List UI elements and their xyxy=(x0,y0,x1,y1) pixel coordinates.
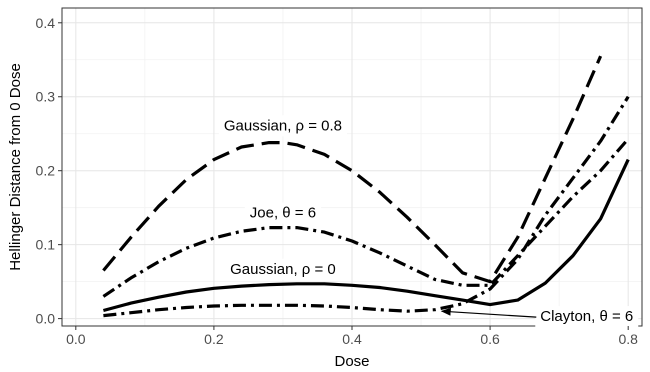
x-axis-title: Dose xyxy=(334,353,369,370)
series-group xyxy=(102,55,630,318)
annotation-4: Clayton, θ = 6 xyxy=(440,306,639,328)
annotation-2: Joe, θ = 6 xyxy=(244,202,322,224)
series-line-1 xyxy=(102,55,603,284)
y-tick-label: 0.2 xyxy=(36,163,56,179)
x-tick-label: 0.0 xyxy=(66,331,86,347)
y-tick-label: 0.0 xyxy=(36,311,56,327)
annotation-label-background xyxy=(218,115,348,137)
x-tick-label: 0.6 xyxy=(480,331,500,347)
annotation-label: Joe, θ = 6 xyxy=(250,205,316,222)
y-tick-label: 0.4 xyxy=(36,15,56,31)
annotation-label: Gaussian, ρ = 0.8 xyxy=(224,117,342,134)
annotation-1: Gaussian, ρ = 0.8 xyxy=(218,115,348,137)
annotation-arrow xyxy=(440,307,537,318)
annotation-label-background xyxy=(535,306,639,328)
annotation-label-background xyxy=(225,258,341,280)
axes: 0.0 0.2 0.4 0.6 0.8 0.0 0.1 0.2 0.3 0.4 xyxy=(36,15,639,347)
x-tick-label: 0.2 xyxy=(204,331,224,347)
series-line-4 xyxy=(103,95,630,318)
annotation-label-background xyxy=(244,202,322,224)
grid xyxy=(62,8,642,326)
annotation-label: Clayton, θ = 6 xyxy=(540,308,633,325)
annotations: Gaussian, ρ = 0.8 Joe, θ = 6 Gaussian, ρ =… xyxy=(218,115,639,328)
y-tick-label: 0.3 xyxy=(36,89,56,105)
series-line-2 xyxy=(102,137,630,298)
annotation-3: Gaussian, ρ = 0 xyxy=(225,258,341,280)
x-tick-label: 0.8 xyxy=(618,331,638,347)
annotation-label: Gaussian, ρ = 0 xyxy=(230,261,336,278)
y-tick-label: 0.1 xyxy=(36,237,56,253)
series-line-3 xyxy=(102,158,630,313)
y-axis-title: Hellinger Distance from 0 Dose xyxy=(7,63,24,271)
x-tick-label: 0.4 xyxy=(342,331,362,347)
